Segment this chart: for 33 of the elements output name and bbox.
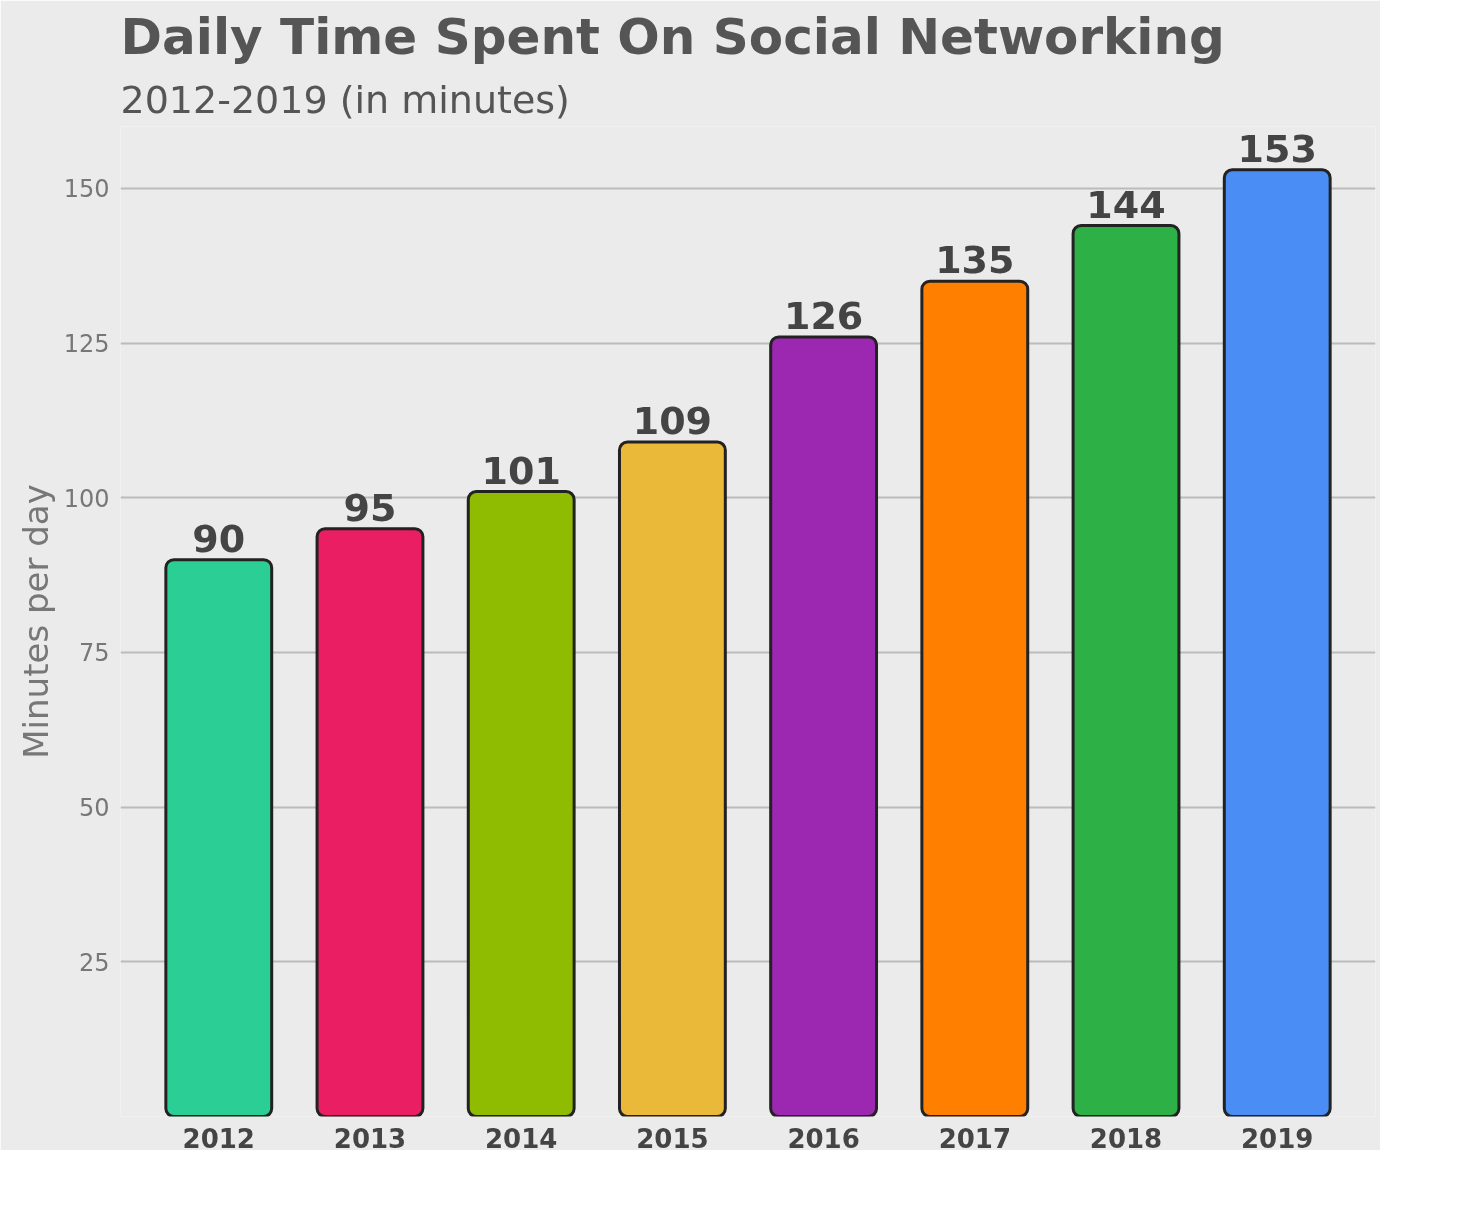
bar [617,440,727,1117]
y-tick-label: 100 [63,484,110,513]
data-label: 126 [783,293,864,338]
data-label: 135 [935,238,1015,283]
y-tick-label: 150 [63,175,110,204]
bar [920,279,1030,1117]
x-tick-label: 2018 [1089,1123,1163,1154]
data-label: 109 [632,399,713,444]
x-tick-label: 2015 [636,1123,709,1154]
x-tick-label: 2017 [938,1123,1011,1154]
bar [1222,168,1332,1117]
data-label: 153 [1237,126,1317,171]
y-tick-label: 75 [78,639,110,668]
x-tick-label: 2014 [485,1123,558,1154]
x-tick-label: 2012 [182,1123,255,1154]
bar [466,490,576,1117]
data-label: 90 [192,516,246,561]
data-label: 95 [343,485,397,530]
bar [315,527,425,1117]
bar [164,558,274,1117]
bar [769,335,879,1117]
y-tick-label: 25 [78,948,110,977]
bar [1071,224,1181,1117]
chart-subtitle: 2012-2019 (in minutes) [120,77,570,122]
y-tick-label: 125 [63,330,110,359]
data-label: 144 [1086,182,1166,227]
x-tick-label: 2016 [787,1123,860,1154]
chart-title: Daily Time Spent On Social Networking [120,7,1225,66]
x-tick-label: 2019 [1241,1123,1314,1154]
x-tick-label: 2013 [333,1123,407,1154]
data-label: 101 [481,448,561,493]
y-tick-label: 50 [78,794,110,823]
y-axis-title: Minutes per day [15,484,56,759]
